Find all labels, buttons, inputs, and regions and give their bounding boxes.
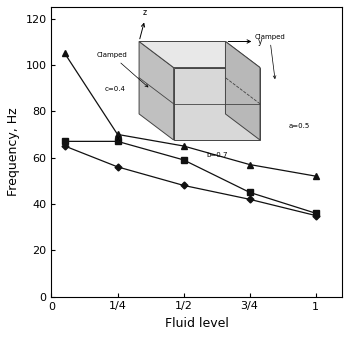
Text: c=0.4: c=0.4 (105, 86, 126, 92)
Y-axis label: Frequency, Hz: Frequency, Hz (7, 108, 20, 196)
Text: a=0.5: a=0.5 (289, 123, 310, 128)
Text: y: y (258, 37, 262, 46)
Text: b=0.7: b=0.7 (206, 152, 228, 158)
Text: z: z (143, 8, 147, 17)
Text: Clamped: Clamped (97, 53, 148, 87)
X-axis label: Fluid level: Fluid level (165, 317, 229, 330)
Polygon shape (139, 41, 174, 140)
Text: Clamped: Clamped (254, 34, 285, 79)
Polygon shape (174, 67, 260, 140)
Polygon shape (225, 41, 260, 140)
Polygon shape (139, 41, 260, 67)
Text: x: x (116, 134, 120, 143)
